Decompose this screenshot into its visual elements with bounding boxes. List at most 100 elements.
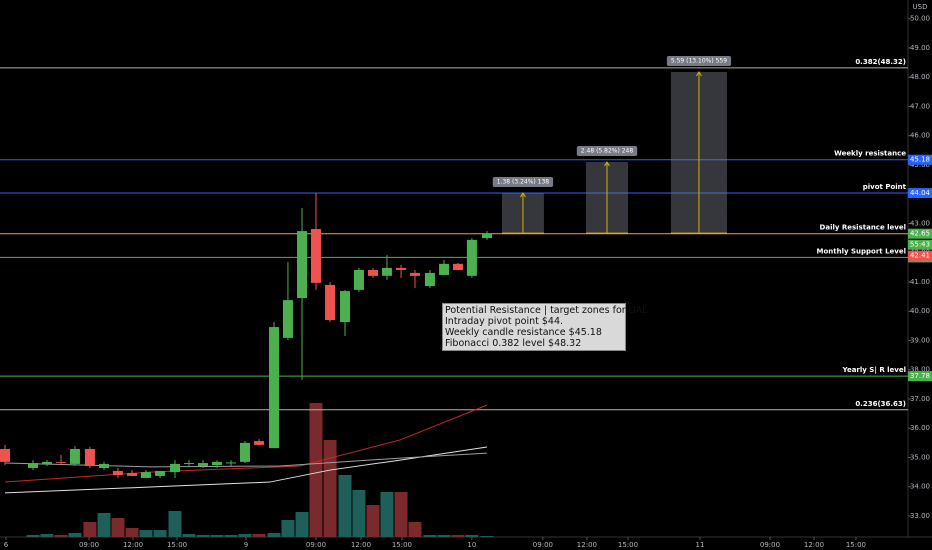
volume-bar [423, 535, 437, 537]
level-label: Monthly Support Level [817, 247, 907, 255]
candle-body [226, 462, 237, 464]
price-tag-label: 37.78 [910, 372, 930, 380]
candle-body [310, 229, 321, 283]
volume-bar [295, 512, 309, 537]
volume-bar [111, 518, 125, 537]
x-tick-label: 12:00 [351, 541, 371, 549]
candle-body [297, 231, 308, 299]
y-tick-label: 50.00 [910, 15, 930, 23]
candle-body [282, 300, 293, 338]
volume-bar [352, 490, 366, 537]
volume-bar [97, 513, 111, 537]
volume-bar [366, 505, 380, 537]
candle-body [409, 272, 420, 276]
target-label-bg [666, 55, 732, 66]
price-tag [908, 154, 932, 165]
candle-body [112, 470, 123, 476]
volume-bar [196, 535, 210, 537]
countdown: 55:43 [910, 241, 930, 249]
candle-body [396, 267, 407, 270]
volume-bar [54, 535, 68, 537]
annotation-line: Potential Resistance | target zones for … [445, 305, 648, 316]
target-label-bg [492, 177, 554, 188]
last-price: 42.41 [910, 252, 930, 260]
price-tag [908, 188, 932, 199]
price-tag-label: 44.04 [910, 189, 931, 197]
moving-average [4, 404, 488, 483]
candle-body [28, 463, 39, 469]
candle-body [169, 463, 180, 473]
y-tick-label: 41.00 [910, 278, 930, 286]
volume-bar [394, 492, 408, 537]
x-tick-label: 15:00 [846, 541, 866, 549]
y-tick-label: 43.00 [910, 219, 930, 227]
volume-bar [437, 535, 451, 537]
volume-bar [408, 522, 422, 537]
target-label-bg [576, 146, 638, 157]
candle-body [56, 461, 67, 463]
price-tag-label: 45.18 [910, 156, 930, 164]
moving-average [4, 446, 488, 494]
x-tick-label: 12:00 [804, 541, 824, 549]
currency: USD [913, 3, 928, 11]
y-tick-label: 46.00 [910, 132, 930, 140]
target-label: 1.38 (3.24%) 138 [497, 179, 550, 186]
candle-body [269, 327, 280, 449]
y-tick-label: 38.00 [910, 366, 930, 374]
y-tick-label: 40.00 [910, 307, 930, 315]
volume-bar [182, 534, 196, 537]
candle-body [340, 291, 351, 323]
volume-bar [40, 534, 54, 537]
y-tick-label: 33.00 [910, 512, 930, 520]
candle-body [211, 461, 222, 466]
volume-bar [210, 535, 224, 537]
price-tag-label: 42.65 [910, 230, 930, 238]
last-price-tag [908, 250, 932, 261]
level-label: Weekly resistance [834, 150, 906, 158]
candle-body [482, 233, 493, 239]
level-label: pivot Point [863, 183, 907, 191]
candle-body [452, 263, 463, 270]
price-axis-bg [908, 0, 932, 550]
volume-bar [465, 535, 479, 537]
volume-bar [238, 534, 252, 537]
candle-body [69, 449, 80, 464]
volume-bar [451, 535, 465, 537]
volume-bar [281, 520, 295, 537]
y-tick-label: 36.00 [910, 424, 930, 432]
candle-body [99, 463, 110, 469]
x-tick-label: 11 [696, 541, 705, 549]
target-arrowhead [604, 161, 610, 167]
annotation-line: Intraday pivot point $44. [445, 316, 564, 327]
volume-bar [252, 534, 266, 537]
volume-bar [267, 533, 281, 537]
candle-body [198, 463, 209, 466]
candle-body [368, 269, 379, 276]
level-label: Daily Resistance level [820, 224, 906, 232]
volume-bar [68, 533, 82, 537]
x-tick-label: 12:00 [577, 541, 597, 549]
volume-bar [125, 528, 139, 537]
x-tick-label: 15:00 [167, 541, 187, 549]
volume-bar [380, 492, 394, 537]
y-tick-label: 47.00 [910, 102, 930, 110]
level-label: 0.382(48.32) [855, 58, 906, 66]
x-tick-label: 10 [467, 541, 476, 549]
volume-bar [168, 511, 182, 537]
candle-body [254, 441, 265, 445]
candle-body [466, 239, 477, 276]
price-tag [908, 371, 932, 382]
candle-body [353, 269, 364, 290]
target-arrowhead [696, 71, 702, 77]
candle-body [424, 272, 435, 287]
volume-bar [26, 535, 40, 537]
candle-body [41, 461, 52, 464]
candle-body [0, 449, 10, 462]
level-label: Yearly S| R level [842, 366, 906, 375]
volume-bar [338, 475, 352, 537]
x-tick-label: 15:00 [392, 541, 412, 549]
x-tick-label: 12:00 [123, 541, 143, 549]
candle-body [155, 470, 166, 476]
y-tick-label: 39.00 [910, 336, 930, 344]
